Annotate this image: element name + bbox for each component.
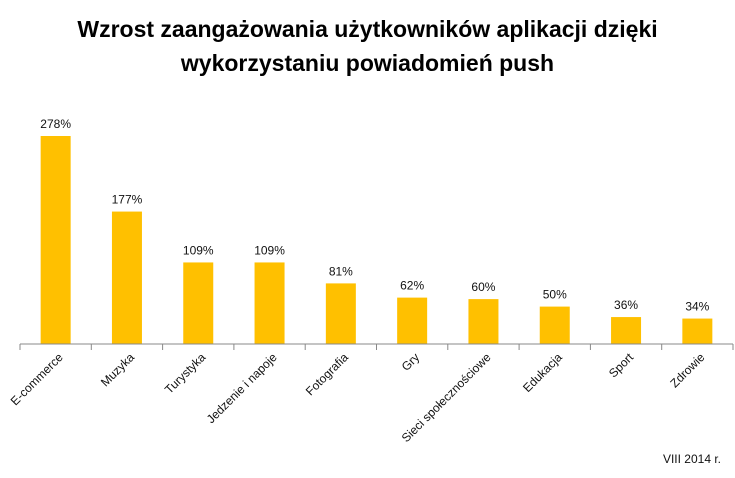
category-label-5: Gry	[399, 350, 423, 374]
category-label-4: Fotografia	[303, 350, 351, 398]
bar-5	[397, 297, 428, 344]
data-label-1: 177%	[112, 193, 143, 207]
x-ticks-group	[19, 344, 734, 350]
data-label-4: 81%	[329, 264, 353, 278]
category-label-1: Muzyka	[98, 350, 137, 389]
chart-title-line-1: Wzrost zaangażowania użytkowników aplika…	[77, 16, 658, 42]
chart-title-line-2: wykorzystaniu powiadomień push	[180, 50, 555, 76]
data-label-5: 62%	[400, 279, 424, 293]
category-label-8: Sport	[606, 350, 637, 381]
bar-8	[611, 317, 642, 344]
bar-9	[682, 318, 713, 344]
category-label-7: Edukacja	[520, 350, 565, 395]
bars-group	[40, 136, 713, 344]
data-labels-group: 278% 177% 109% 109% 81% 62% 60% 50% 36% 34%	[40, 117, 709, 314]
category-label-2: Turystyka	[162, 350, 209, 397]
chart-title: Wzrost zaangażowania użytkowników aplika…	[0, 12, 735, 80]
data-label-9: 34%	[685, 300, 709, 314]
bar-0	[40, 136, 71, 344]
data-label-6: 60%	[471, 280, 495, 294]
bar-1	[111, 211, 142, 344]
data-label-8: 36%	[614, 298, 638, 312]
footnote: VIII 2014 r.	[662, 452, 721, 466]
data-label-2: 109%	[183, 243, 214, 257]
bar-7	[539, 306, 570, 344]
category-label-0: E-commerce	[8, 350, 66, 408]
data-label-0: 278%	[40, 117, 71, 131]
bar-2	[183, 262, 214, 344]
data-label-3: 109%	[254, 243, 285, 257]
category-label-9: Zdrowie	[667, 350, 707, 390]
bar-3	[254, 262, 285, 344]
bar-4	[325, 283, 356, 344]
category-label-3: Jedzenie i napoje	[204, 350, 280, 426]
data-label-7: 50%	[543, 288, 567, 302]
bar-6	[468, 299, 499, 344]
